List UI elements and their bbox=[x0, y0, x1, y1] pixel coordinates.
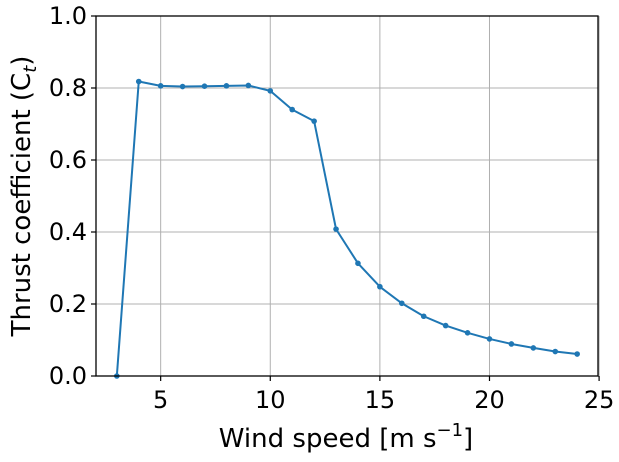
x-tick-label: 25 bbox=[584, 386, 615, 414]
series-line bbox=[115, 80, 578, 377]
plot-frame bbox=[95, 15, 599, 377]
y-tick-label: 0.4 bbox=[49, 218, 87, 246]
tick-layer: 5 10 15 20 25 0.0 0.2 0.4 0.6 0.8 1.0 bbox=[49, 2, 615, 414]
x-tick-label: 15 bbox=[365, 386, 396, 414]
y-axis-label: Thrust coefficient (Ct) bbox=[7, 56, 41, 338]
x-tick-label: 5 bbox=[153, 386, 168, 414]
data-point bbox=[157, 83, 164, 89]
y-tick-label: 0.2 bbox=[49, 290, 87, 318]
data-point bbox=[420, 313, 427, 320]
data-point bbox=[442, 322, 449, 329]
x-tick-label: 10 bbox=[255, 386, 286, 414]
y-tick-label: 1.0 bbox=[49, 2, 87, 30]
data-point bbox=[311, 118, 317, 124]
x-axis-label: Wind speed [m s−1] bbox=[219, 420, 473, 454]
data-point bbox=[355, 260, 361, 267]
x-axis-label-suffix: ] bbox=[463, 424, 473, 454]
y-axis-label-subscript: t bbox=[20, 65, 41, 73]
data-point bbox=[245, 82, 252, 89]
y-tick-label: 0.6 bbox=[49, 146, 87, 174]
data-point bbox=[377, 283, 383, 290]
data-point bbox=[530, 345, 537, 351]
data-point bbox=[223, 83, 230, 89]
series-layer bbox=[114, 78, 580, 379]
y-axis-label-suffix: ) bbox=[7, 56, 37, 66]
data-point bbox=[201, 83, 208, 89]
data-point bbox=[135, 78, 142, 85]
x-axis-label-superscript: −1 bbox=[437, 420, 464, 441]
data-point bbox=[486, 336, 493, 342]
data-point bbox=[464, 330, 471, 336]
data-point bbox=[508, 341, 515, 347]
data-point bbox=[179, 83, 186, 90]
data-point bbox=[552, 348, 559, 355]
y-tick-label: 0.0 bbox=[49, 362, 87, 390]
data-point bbox=[399, 300, 405, 307]
y-tick-label: 0.8 bbox=[49, 74, 87, 102]
x-tick-label: 20 bbox=[474, 386, 505, 414]
data-point bbox=[267, 88, 274, 94]
data-point bbox=[289, 106, 295, 113]
x-axis-label-text: Wind speed [m s bbox=[219, 424, 437, 454]
y-axis-label-text: Thrust coefficient (C bbox=[7, 73, 37, 338]
data-point bbox=[333, 226, 339, 232]
data-point bbox=[574, 351, 580, 357]
